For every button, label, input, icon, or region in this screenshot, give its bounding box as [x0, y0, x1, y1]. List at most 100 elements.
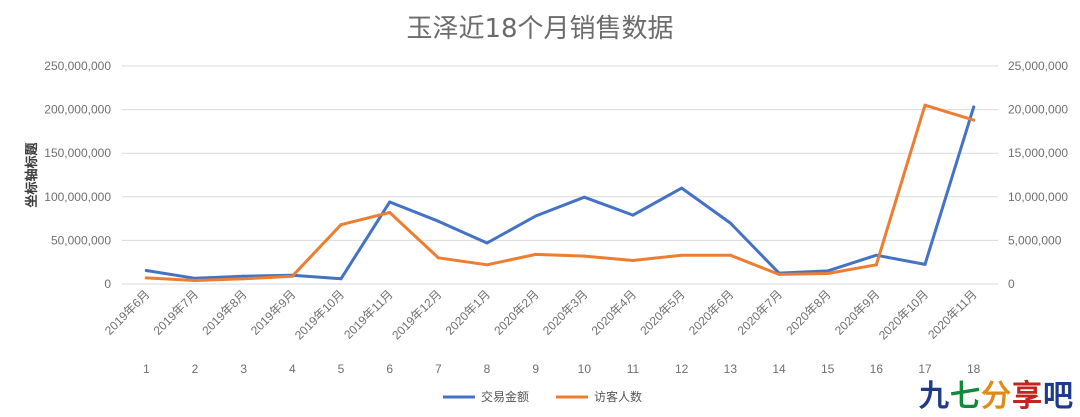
watermark-char: 九 [919, 379, 950, 414]
index-label: 6 [386, 362, 393, 376]
index-label: 2 [192, 362, 199, 376]
index-label: 13 [724, 362, 738, 376]
right-tick-label: 5,000,000 [1008, 233, 1062, 247]
gridlines [122, 65, 998, 285]
index-label: 9 [532, 362, 539, 376]
index-label: 10 [578, 362, 592, 376]
category-label: 2020年3月 [540, 287, 590, 337]
category-label: 2019年7月 [151, 287, 201, 337]
y-axis-title: 坐标轴标题 [24, 142, 40, 208]
data-point [436, 256, 440, 260]
chart-title: 玉泽近18个月销售数据 [406, 14, 673, 44]
data-point [534, 214, 538, 218]
left-tick-label: 150,000,000 [44, 146, 111, 160]
data-point [631, 213, 635, 217]
data-point [436, 219, 440, 223]
data-point [923, 262, 927, 266]
category-label: 2020年11月 [925, 287, 980, 342]
data-point [923, 103, 927, 107]
index-label: 11 [627, 362, 640, 376]
data-point [680, 253, 684, 257]
index-label: 17 [918, 362, 932, 376]
legend-label-series-2: 访客人数 [594, 389, 642, 404]
right-tick-label: 0 [1008, 277, 1015, 291]
index-label: 18 [967, 362, 981, 376]
data-point [485, 241, 489, 245]
index-label: 8 [484, 362, 491, 376]
left-tick-label: 50,000,000 [51, 233, 111, 247]
data-point [582, 254, 586, 258]
category-label: 2019年8月 [199, 287, 249, 337]
data-point [826, 272, 830, 276]
data-point [728, 253, 732, 257]
category-label: 2020年9月 [832, 287, 882, 337]
category-label: 2020年1月 [443, 287, 493, 337]
x-axis: 2019年6月 1 2019年7月 2 2019年8月 3 2019年9月 4 2019年10月… [102, 287, 981, 376]
data-point [534, 252, 538, 256]
left-tick-label: 200,000,000 [44, 103, 111, 117]
left-tick-label: 100,000,000 [44, 190, 111, 204]
watermark-char: 吧 [1043, 379, 1074, 414]
series-line-2 [144, 103, 976, 282]
data-point [680, 186, 684, 190]
category-label: 2020年7月 [735, 287, 785, 337]
data-point [777, 272, 781, 276]
category-label: 2019年10月 [292, 287, 347, 342]
category-label: 2020年5月 [637, 287, 687, 337]
data-point [728, 221, 732, 225]
category-label: 2020年2月 [491, 287, 541, 337]
index-label: 1 [143, 362, 150, 376]
index-label: 14 [772, 362, 786, 376]
data-point [242, 274, 246, 278]
data-point [972, 105, 976, 109]
legend: 交易金额 访客人数 [443, 389, 642, 404]
series-line-1 [144, 105, 976, 281]
series-lines [144, 103, 976, 283]
data-point [144, 276, 148, 280]
left-tick-label: 250,000,000 [44, 59, 111, 73]
right-tick-label: 20,000,000 [1008, 103, 1068, 117]
index-label: 4 [289, 362, 296, 376]
category-label: 2019年9月 [248, 287, 298, 337]
data-point [339, 277, 343, 281]
category-label: 2019年11月 [341, 287, 396, 342]
watermark-logo: 九七分享吧 [919, 371, 1074, 415]
data-point [874, 263, 878, 267]
category-label: 2020年8月 [783, 287, 833, 337]
data-point [485, 263, 489, 267]
data-point [874, 253, 878, 257]
legend-label-series-1: 交易金额 [481, 389, 529, 404]
category-label: 2019年6月 [102, 287, 152, 337]
index-label: 7 [435, 362, 442, 376]
right-tick-label: 10,000,000 [1008, 190, 1068, 204]
watermark-char: 享 [1012, 379, 1043, 414]
right-axis: 0 5,000,000 10,000,000 15,000,000 20,000,000… [1008, 59, 1068, 291]
data-point [631, 258, 635, 262]
data-point [388, 200, 392, 204]
data-point [290, 274, 294, 278]
right-tick-label: 25,000,000 [1008, 59, 1068, 73]
right-tick-label: 15,000,000 [1008, 146, 1068, 160]
data-point [972, 118, 976, 122]
left-axis: 0 50,000,000 100,000,000 150,000,000 200,000… [44, 59, 111, 291]
data-point [193, 279, 197, 283]
category-label: 2020年6月 [686, 287, 736, 337]
index-label: 15 [821, 362, 835, 376]
index-label: 12 [675, 362, 689, 376]
index-label: 3 [240, 362, 247, 376]
category-label: 2020年10月 [876, 287, 931, 342]
data-point [339, 223, 343, 227]
data-point [826, 269, 830, 273]
left-tick-label: 0 [104, 277, 111, 291]
watermark-char: 七 [950, 379, 981, 414]
index-label: 5 [338, 362, 345, 376]
data-point [388, 210, 392, 214]
data-point [582, 195, 586, 199]
data-point [144, 268, 148, 272]
watermark-char: 分 [981, 379, 1012, 414]
index-label: 16 [870, 362, 884, 376]
category-label: 2020年4月 [589, 287, 639, 337]
category-label: 2019年12月 [389, 287, 444, 342]
data-point [242, 277, 246, 281]
